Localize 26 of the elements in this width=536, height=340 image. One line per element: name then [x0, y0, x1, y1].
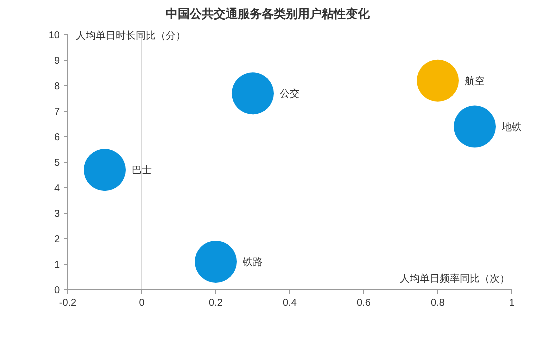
series-label: 航空 [465, 75, 485, 88]
x-axis-title: 人均单日频率同比（次） [400, 273, 510, 285]
x-tick-label: 0.2 [209, 298, 224, 309]
x-tick-label: 0.4 [283, 298, 298, 309]
y-tick-label: 5 [54, 158, 60, 169]
series-label: 地铁 [501, 121, 522, 134]
x-tick-label: 0 [139, 298, 146, 309]
y-tick-label: 7 [54, 107, 60, 118]
chart-title: 中国公共交通服务各类别用户粘性变化 [166, 7, 371, 21]
y-tick-label: 3 [54, 209, 60, 220]
y-tick-label: 2 [54, 234, 60, 246]
y-axis-title: 人均单日时长同比（分） [76, 30, 186, 42]
y-tick-label: 9 [54, 56, 60, 67]
y-tick-label: 1 [54, 260, 60, 271]
y-tick-label: 10 [48, 30, 60, 42]
x-tick-label: -0.2 [59, 298, 78, 309]
y-tick-label: 6 [54, 132, 60, 144]
y-tick-label: 4 [54, 184, 60, 194]
x-tick-label: 0.8 [431, 298, 446, 309]
y-tick-label: 0 [54, 286, 60, 296]
x-tick-label: 1 [509, 298, 516, 309]
series-label: 铁路 [242, 256, 263, 268]
y-tick-label: 8 [54, 82, 60, 92]
x-tick-label: 0.6 [357, 298, 372, 309]
series-label: 巴士 [132, 164, 152, 177]
series-label: 公交 [280, 88, 300, 100]
